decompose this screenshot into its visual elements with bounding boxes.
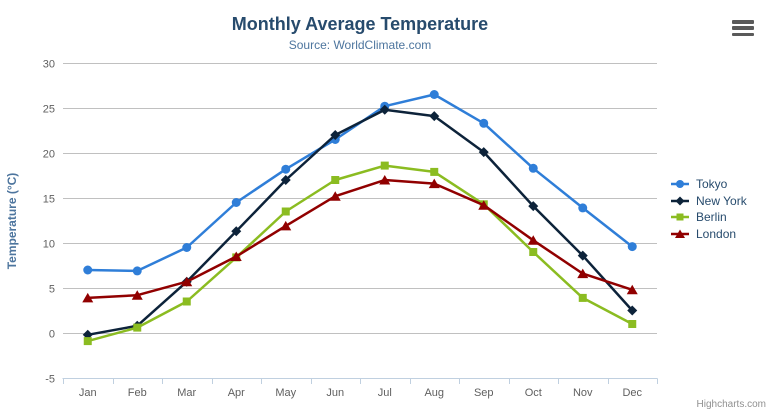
data-point-marker — [83, 265, 93, 275]
data-point-marker — [628, 320, 637, 328]
y-tick-label: 15 — [43, 194, 55, 206]
data-point-marker — [380, 161, 389, 170]
data-point-marker — [429, 111, 440, 122]
x-tick-label: Dec — [622, 387, 642, 399]
legend-item-label: London — [696, 226, 737, 241]
x-tick-label: Nov — [573, 387, 593, 399]
data-point-marker — [675, 196, 685, 206]
data-point-marker — [429, 90, 439, 99]
x-tick-label: Jun — [326, 387, 344, 399]
x-tick-label: Jan — [79, 387, 97, 399]
data-point-marker — [230, 251, 242, 261]
data-point-marker — [527, 235, 539, 245]
legend-item-berlin[interactable]: Berlin — [671, 209, 747, 226]
data-point-marker — [578, 203, 588, 213]
series-line-berlin — [86, 164, 634, 343]
y-tick-label: 30 — [43, 59, 55, 71]
data-point-marker — [131, 290, 143, 300]
legend-item-label: Berlin — [696, 210, 727, 225]
y-axis-title: Temperature (°C) — [5, 173, 19, 270]
legend-item-new-york[interactable]: New York — [671, 193, 747, 210]
data-point-marker — [627, 242, 637, 252]
data-point-marker — [479, 118, 489, 128]
legend-item-london[interactable]: London — [671, 226, 747, 243]
y-tick-label: 25 — [43, 104, 55, 116]
series-line-tokyo — [86, 93, 634, 273]
y-tick-label: 5 — [49, 284, 55, 296]
data-point-marker — [578, 293, 587, 302]
data-point-marker — [231, 226, 242, 237]
data-point-marker — [577, 250, 588, 261]
data-point-marker — [675, 229, 685, 238]
data-point-marker — [478, 147, 489, 158]
x-tick-label: Jul — [378, 387, 392, 399]
data-point-marker — [379, 175, 391, 185]
legend-item-label: New York — [696, 193, 747, 208]
x-tick-label: Oct — [525, 387, 542, 399]
data-point-marker — [82, 292, 94, 303]
data-point-marker — [331, 176, 340, 184]
data-point-marker — [181, 276, 193, 287]
hamburger-icon — [732, 32, 754, 36]
data-point-marker — [280, 220, 292, 231]
data-point-marker — [132, 266, 142, 276]
data-point-marker — [529, 248, 538, 256]
tokyo-circle-legend-icon — [671, 180, 689, 189]
data-point-marker — [528, 163, 538, 173]
data-point-marker — [133, 323, 142, 332]
x-tick-label: May — [275, 387, 296, 399]
y-tick-label: 20 — [43, 149, 55, 161]
highcharts-credit-link[interactable]: Highcharts.com — [696, 399, 766, 410]
data-point-marker — [182, 297, 191, 306]
data-point-marker — [281, 207, 290, 216]
data-point-marker — [676, 213, 684, 221]
x-tick-label: Feb — [128, 387, 147, 399]
data-point-marker — [281, 164, 291, 174]
hamburger-icon — [732, 20, 754, 24]
berlin-square-legend-icon — [671, 213, 689, 221]
london-triangle-legend-icon — [671, 229, 689, 238]
data-point-marker — [329, 191, 341, 201]
export-menu-button[interactable] — [732, 20, 754, 36]
data-point-marker — [83, 337, 92, 346]
y-tick-label: 0 — [49, 329, 55, 341]
legend-item-tokyo[interactable]: Tokyo — [671, 176, 747, 193]
series-london — [82, 175, 638, 303]
hamburger-icon — [732, 26, 754, 30]
x-tick-label: Mar — [177, 387, 196, 399]
data-point-marker — [528, 201, 539, 212]
data-point-marker — [627, 305, 638, 316]
data-point-marker — [478, 200, 490, 210]
chart-subtitle: Source: WorldClimate.com — [288, 38, 432, 52]
series-line-new-york — [86, 108, 634, 337]
x-tick-label: Apr — [228, 387, 245, 399]
x-tick-label: Aug — [424, 387, 444, 399]
legend: Tokyo New York Berlin London — [671, 176, 747, 242]
data-point-marker — [428, 178, 440, 189]
data-point-marker — [577, 268, 589, 279]
chart-title: Monthly Average Temperature — [231, 14, 489, 34]
data-point-marker — [231, 198, 241, 207]
data-point-marker — [330, 130, 341, 140]
y-tick-label: 10 — [43, 239, 55, 251]
data-point-marker — [379, 104, 390, 115]
series-tokyo — [83, 90, 637, 276]
x-tick-label: Sep — [474, 387, 494, 399]
data-point-marker — [676, 180, 684, 189]
new-york-diamond-legend-icon — [671, 196, 689, 206]
legend-item-label: Tokyo — [696, 177, 728, 192]
series-new-york — [82, 104, 638, 340]
series-line-london — [86, 178, 634, 300]
data-point-marker — [280, 175, 291, 185]
data-point-marker — [430, 167, 439, 176]
data-point-marker — [182, 243, 192, 252]
y-tick-label: -5 — [45, 374, 55, 386]
data-point-marker — [626, 284, 638, 295]
